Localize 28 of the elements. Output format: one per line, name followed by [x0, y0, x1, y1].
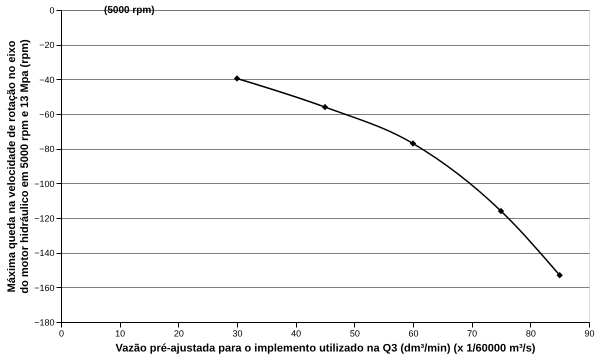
y-tick-label: −180 — [34, 318, 54, 328]
y-tick-label: −60 — [39, 110, 54, 120]
point — [556, 272, 563, 278]
x-tick-label: 30 — [232, 328, 243, 338]
point — [410, 140, 416, 147]
y-tick-label: −120 — [34, 214, 54, 224]
x-tick-label: 60 — [408, 328, 419, 338]
x-tick-label: 90 — [584, 328, 595, 338]
x-tick-label: 50 — [350, 328, 360, 338]
x-tick-label: 10 — [115, 328, 126, 338]
x-tick-label: 70 — [467, 328, 478, 338]
point — [322, 104, 328, 110]
y-tick-label: −140 — [34, 248, 54, 258]
y-axis-title: Máxima queda na velocidade de rotação no eixo do motor hidráulico em 5000 rpm e 13 Mpa (rpm) — [6, 39, 32, 294]
x-tick-label: 0 — [58, 328, 64, 338]
y-tick-label: 0 — [49, 6, 54, 16]
x-tick-label: 40 — [291, 328, 302, 338]
y-tick-label: −160 — [34, 282, 54, 293]
point — [234, 75, 240, 82]
point — [498, 208, 504, 214]
x-axis-title: Vazão pré-ajustada para o implemento utilizado na Q3 (dm³/min) (x 1/60000 m³/s) — [116, 342, 536, 354]
y-tick-label: −80 — [39, 144, 54, 154]
y-tick-label: −40 — [39, 74, 54, 85]
y-tick-label: −20 — [39, 40, 54, 50]
y-tick-label: −100 — [34, 178, 54, 189]
x-tick-label: 20 — [174, 328, 184, 338]
x-tick-label: 80 — [526, 328, 536, 338]
annotation: (5000 rpm) — [104, 5, 155, 16]
